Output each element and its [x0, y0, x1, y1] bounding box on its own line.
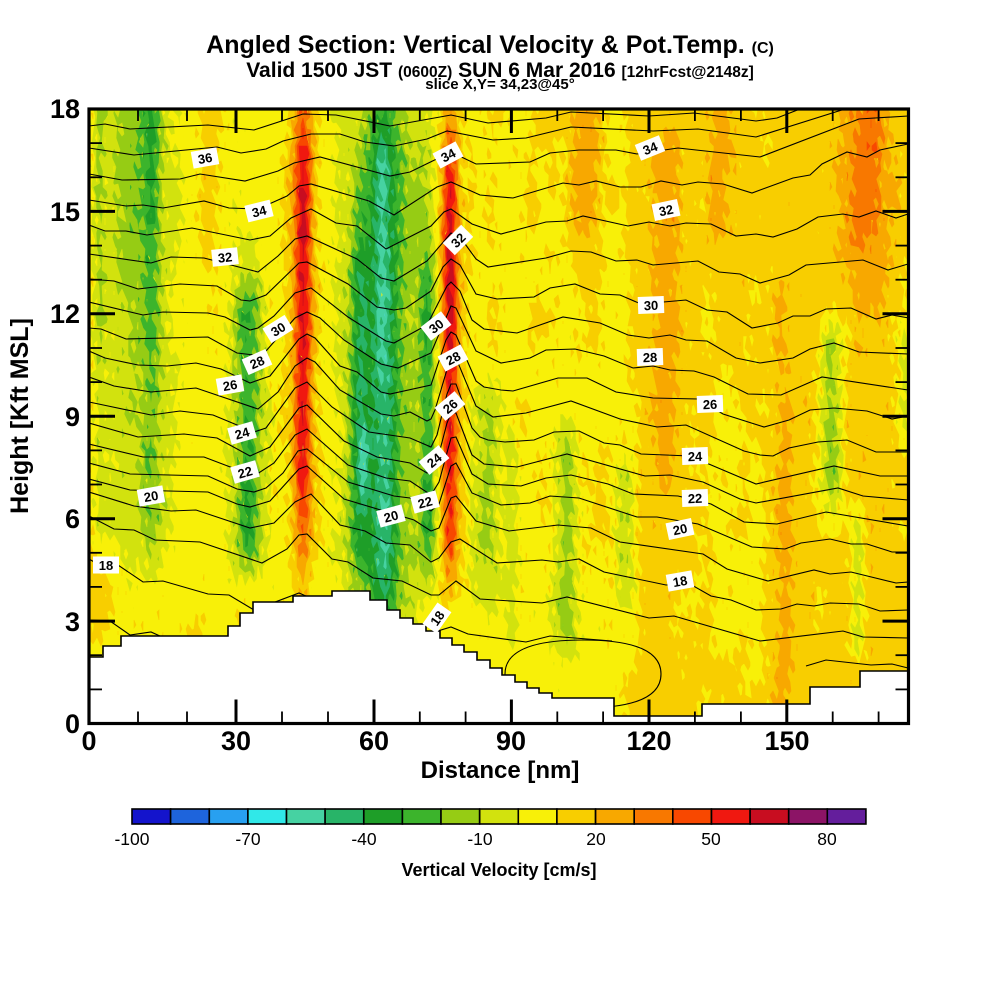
svg-text:Angled Section: Vertical Veloc: Angled Section: Vertical Velocity & Pot.…	[206, 31, 774, 59]
svg-text:18: 18	[427, 608, 448, 628]
svg-text:28: 28	[248, 353, 267, 373]
svg-text:20: 20	[586, 829, 606, 849]
svg-text:Valid 1500 JST (0600Z) SUN 6 M: Valid 1500 JST (0600Z) SUN 6 Mar 2016 [1…	[246, 59, 754, 82]
svg-text:18: 18	[50, 94, 80, 124]
svg-text:-40: -40	[351, 829, 377, 849]
svg-text:18: 18	[672, 573, 689, 590]
svg-text:Distance [nm]: Distance [nm]	[421, 757, 580, 784]
svg-text:150: 150	[764, 726, 809, 756]
svg-text:30: 30	[221, 726, 251, 756]
svg-text:-100: -100	[114, 829, 149, 849]
svg-text:3: 3	[65, 607, 80, 637]
svg-text:24: 24	[688, 449, 704, 465]
svg-text:60: 60	[359, 726, 389, 756]
svg-text:32: 32	[657, 202, 674, 220]
svg-text:Height [Kft MSL]: Height [Kft MSL]	[6, 318, 34, 514]
svg-text:0: 0	[65, 709, 80, 739]
svg-text:20: 20	[143, 488, 160, 505]
svg-text:slice X,Y= 34,23@45°: slice X,Y= 34,23@45°	[425, 76, 574, 93]
svg-text:32: 32	[217, 249, 233, 265]
svg-text:36: 36	[197, 150, 214, 167]
svg-text:28: 28	[643, 350, 658, 365]
svg-text:6: 6	[65, 504, 80, 534]
svg-text:34: 34	[250, 202, 268, 220]
svg-text:50: 50	[701, 829, 721, 849]
svg-text:80: 80	[817, 829, 837, 849]
svg-text:28: 28	[443, 348, 463, 368]
svg-text:30: 30	[644, 298, 659, 313]
svg-text:-10: -10	[467, 829, 493, 849]
svg-text:15: 15	[50, 197, 80, 227]
svg-text:-70: -70	[235, 829, 261, 849]
svg-text:20: 20	[671, 521, 688, 539]
svg-text:22: 22	[236, 463, 254, 481]
svg-text:34: 34	[641, 139, 661, 159]
svg-text:26: 26	[703, 397, 718, 412]
svg-text:20: 20	[382, 507, 400, 525]
svg-text:18: 18	[99, 558, 113, 573]
svg-text:120: 120	[626, 726, 671, 756]
svg-text:Vertical Velocity [cm/s]: Vertical Velocity [cm/s]	[401, 860, 596, 880]
svg-text:30: 30	[268, 319, 288, 339]
svg-text:9: 9	[65, 402, 80, 432]
svg-text:24: 24	[233, 424, 252, 443]
svg-text:12: 12	[50, 299, 80, 329]
svg-text:26: 26	[222, 377, 239, 394]
svg-text:22: 22	[688, 491, 703, 506]
svg-text:0: 0	[81, 726, 96, 756]
svg-text:90: 90	[496, 726, 526, 756]
svg-text:22: 22	[416, 493, 434, 511]
